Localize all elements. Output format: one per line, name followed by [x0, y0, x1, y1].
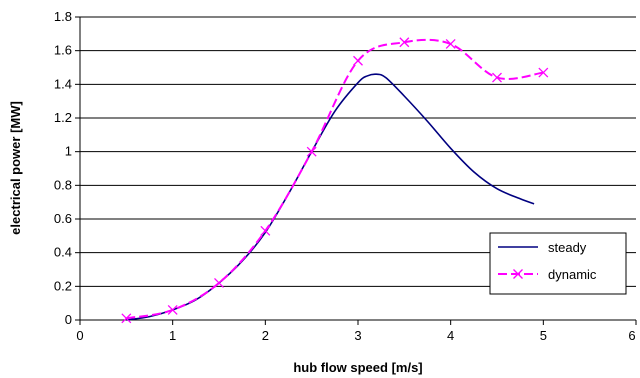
- data-point-dynamic-6: [399, 37, 410, 48]
- gridlines: [80, 16, 636, 287]
- data-point-dynamic-2: [214, 278, 224, 288]
- data-point-dynamic-0: [121, 313, 132, 324]
- y-tick-label-7: 1.4: [54, 76, 72, 91]
- data-point-dynamic-9: [538, 67, 549, 78]
- y-tick-label-4: 0.8: [54, 177, 72, 192]
- y-tick-label-9: 1.8: [54, 9, 72, 24]
- x-tick-label-6: 6: [628, 328, 635, 343]
- y-tick-label-1: 0.2: [54, 278, 72, 293]
- x-axis-label: hub flow speed [m/s]: [293, 360, 422, 375]
- legend-marker-dynamic: [513, 269, 523, 279]
- x-tick-label-5: 5: [540, 328, 547, 343]
- data-point-dynamic-4: [306, 146, 317, 157]
- y-tick-label-8: 1.6: [54, 43, 72, 58]
- y-tick-label-5: 1: [65, 144, 72, 159]
- legend-box: [489, 232, 627, 295]
- data-point-dynamic-1: [167, 304, 178, 315]
- x-tick-label-4: 4: [447, 328, 454, 343]
- y-tick-label-2: 0.4: [54, 245, 72, 260]
- series-group: [121, 37, 549, 324]
- series-line-dynamic: [126, 38, 544, 320]
- x-tick-label-0: 0: [76, 328, 83, 343]
- legend-label-dynamic: dynamic: [548, 267, 597, 282]
- legend: steady dynamic: [489, 232, 627, 295]
- y-tick-label-6: 1.2: [54, 110, 72, 125]
- data-point-dynamic-5: [353, 55, 363, 66]
- data-point-dynamic-3: [260, 225, 271, 236]
- data-point-dynamic-8: [492, 72, 502, 83]
- y-tick-label-3: 0.6: [54, 211, 72, 226]
- x-tick-label-2: 2: [262, 328, 269, 343]
- legend-x-marker: [513, 269, 523, 279]
- legend-label-steady: steady: [548, 240, 587, 255]
- y-tick-labels: 0 0.2 0.4 0.6 0.8 1 1.2 1.4 1.6 1.8: [54, 9, 72, 327]
- y-tick-label-0: 0: [65, 312, 72, 327]
- x-tick-labels: 0 1 2 3 4 5 6: [76, 328, 635, 343]
- x-tick-label-1: 1: [169, 328, 176, 343]
- x-tick-label-3: 3: [354, 328, 361, 343]
- axes: [75, 16, 637, 325]
- data-point-dynamic-7: [445, 38, 456, 49]
- y-axis-label: electrical power [MW]: [8, 101, 23, 235]
